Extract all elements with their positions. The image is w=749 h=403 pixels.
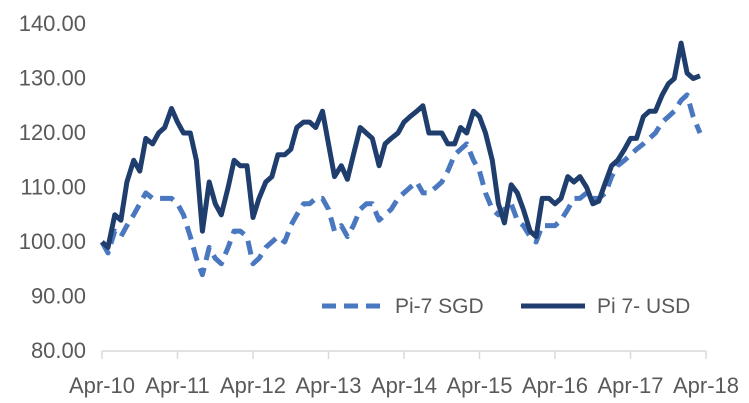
y-tick-label: 130.00 <box>19 66 86 91</box>
series-line-usd <box>100 40 701 250</box>
y-tick-label: 90.00 <box>31 284 86 309</box>
y-tick-label: 140.00 <box>19 11 86 36</box>
legend-label-sgd: Pi-7 SGD <box>395 295 484 318</box>
x-tick-label: Apr-15 <box>446 373 512 398</box>
y-tick-label: 80.00 <box>31 338 86 363</box>
x-tick-label: Apr-12 <box>220 373 286 398</box>
x-axis-labels: Apr-10 Apr-11 Apr-12 Apr-13 Apr-14 Apr-1… <box>69 373 739 398</box>
series-line-sgd <box>99 92 703 278</box>
legend-label-usd: Pi 7- USD <box>597 295 690 318</box>
y-axis-labels: 80.00 90.00 100.00 110.00 120.00 130.00 … <box>19 11 86 363</box>
x-tick-label: Apr-14 <box>371 373 437 398</box>
series-lines <box>99 40 703 278</box>
x-tick-label: Apr-18 <box>673 373 739 398</box>
x-tick-label: Apr-10 <box>69 373 135 398</box>
legend: Pi-7 SGD Pi 7- USD <box>322 295 690 318</box>
y-tick-label: 110.00 <box>20 175 86 200</box>
y-tick-label: 100.00 <box>19 229 86 254</box>
x-tick-label: Apr-13 <box>295 373 361 398</box>
y-tick-label: 120.00 <box>19 120 86 145</box>
x-tick-label: Apr-17 <box>597 373 663 398</box>
x-tick-label: Apr-11 <box>145 373 209 398</box>
x-axis-ticks <box>101 351 707 359</box>
x-tick-label: Apr-16 <box>522 373 588 398</box>
